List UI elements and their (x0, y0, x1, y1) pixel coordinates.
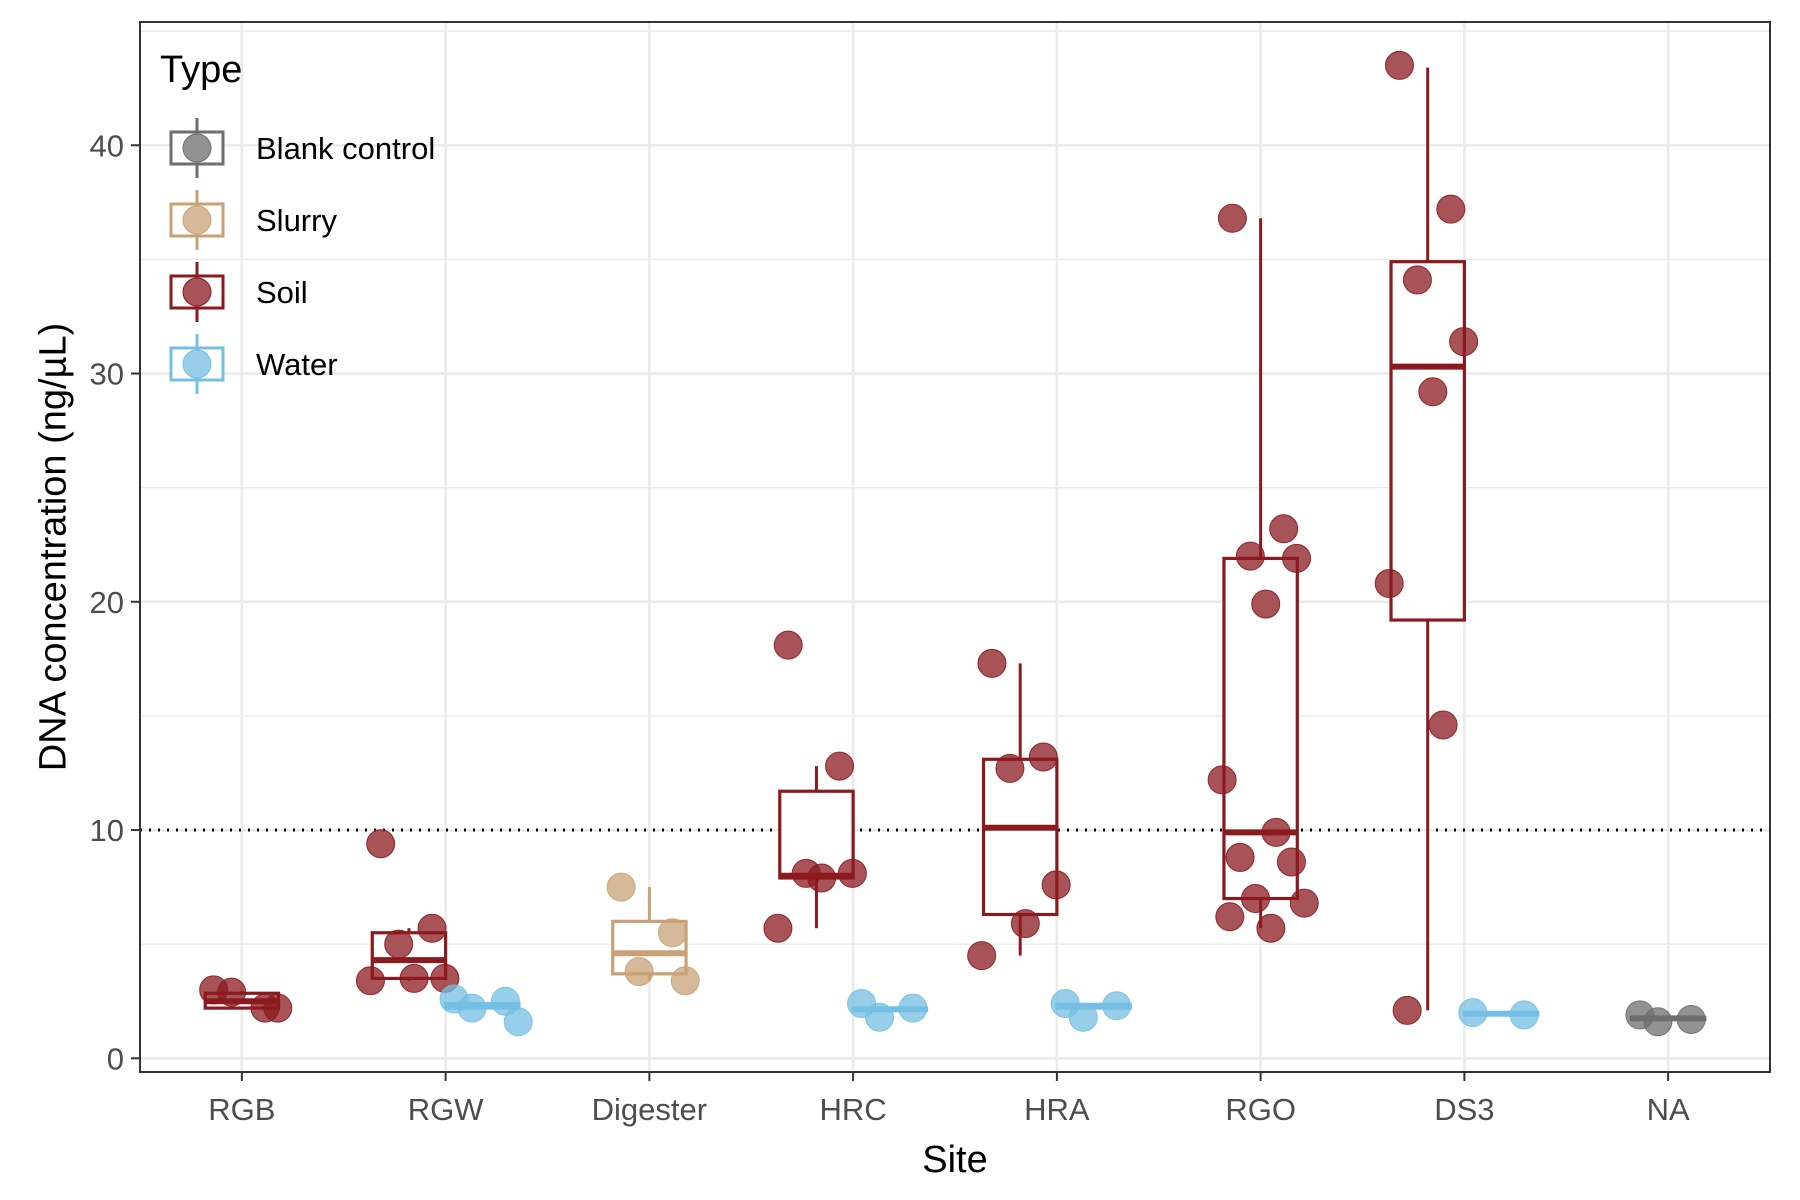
point-soil-ds3 (1418, 377, 1448, 407)
point-soil-rgb (217, 977, 247, 1007)
point-water-hrc (898, 993, 928, 1023)
point-soil-rgo (1261, 817, 1291, 847)
point-soil-rgo (1207, 765, 1237, 795)
point-soil-rgw (417, 913, 447, 943)
point-soil-ds3 (1374, 569, 1404, 599)
data-points (199, 50, 1706, 1037)
point-soil-hra (977, 648, 1007, 678)
y-axis: 0 10 20 30 40 (90, 128, 140, 1076)
point-soil-rgo (1269, 514, 1299, 544)
point-soil-rgo (1289, 888, 1319, 918)
point-soil-ds3 (1402, 265, 1432, 295)
legend: Type Blank control Slurry Soil Water (160, 49, 435, 394)
point-soil-ds3 (1449, 327, 1479, 357)
legend-item-water: Water (169, 334, 338, 394)
y-tick-label-0: 0 (107, 1041, 124, 1076)
point-soil-hrc (807, 863, 837, 893)
point-soil-hra (1010, 909, 1040, 939)
legend-key-point (182, 133, 212, 163)
point-water-rgw (503, 1007, 533, 1037)
point-water-ds3 (1458, 998, 1488, 1028)
point-soil-hra (1041, 870, 1071, 900)
point-soil-hrc (763, 913, 793, 943)
point-water-hra (1068, 1002, 1098, 1032)
y-tick-label-10: 10 (90, 813, 124, 848)
point-soil-ds3 (1384, 50, 1414, 80)
y-tick-label-30: 30 (90, 357, 124, 392)
legend-key-point (182, 349, 212, 379)
legend-item-soil: Soil (169, 262, 308, 322)
point-slurry-digester (670, 966, 700, 996)
point-soil-hrc (837, 858, 867, 888)
legend-item-slurry: Slurry (169, 190, 337, 250)
legend-label-blank-control: Blank control (256, 131, 435, 166)
point-soil-hra (995, 753, 1025, 783)
point-soil-rgw (366, 829, 396, 859)
point-soil-hra (967, 941, 997, 971)
x-tick-label-na: NA (1647, 1092, 1690, 1127)
y-axis-title: DNA concentration (ng/µL) (32, 323, 74, 772)
point-soil-rgo (1240, 884, 1270, 914)
point-soil-rgo (1256, 913, 1286, 943)
point-blank-control-na (1676, 1005, 1706, 1034)
box-soil-ds3 (1389, 67, 1466, 1011)
x-tick-label-hra: HRA (1024, 1092, 1090, 1127)
x-tick-label-rgo: RGO (1225, 1092, 1296, 1127)
point-soil-ds3 (1428, 710, 1458, 740)
point-soil-ds3 (1436, 194, 1466, 224)
x-tick-label-hrc: HRC (820, 1092, 887, 1127)
point-soil-rgw (384, 929, 414, 959)
legend-title: Type (160, 49, 242, 91)
point-soil-hrc (825, 751, 855, 781)
legend-label-slurry: Slurry (256, 203, 337, 238)
x-axis: RGB RGW Digester HRC HRA RGO DS3 NA (208, 1072, 1690, 1127)
point-water-hrc (865, 1002, 895, 1032)
point-water-ds3 (1509, 1000, 1539, 1030)
legend-label-soil: Soil (256, 275, 308, 310)
point-soil-rgb (263, 993, 293, 1023)
point-soil-rgw (399, 963, 429, 993)
y-tick-label-20: 20 (90, 585, 124, 620)
point-slurry-digester (606, 872, 636, 902)
x-tick-label-ds3: DS3 (1434, 1092, 1494, 1127)
x-tick-label-rgw: RGW (408, 1092, 485, 1127)
plot-panel-border (139, 21, 1771, 1073)
point-soil-hra (1028, 742, 1058, 772)
y-tick-label-40: 40 (90, 128, 124, 163)
point-soil-rgo (1282, 543, 1312, 573)
legend-key-point (182, 205, 212, 235)
point-soil-rgo (1215, 902, 1245, 932)
point-soil-rgo (1217, 203, 1247, 233)
point-water-hra (1102, 991, 1132, 1021)
x-tick-label-digester: Digester (592, 1092, 707, 1127)
point-soil-rgw (355, 966, 385, 996)
point-slurry-digester (624, 957, 654, 987)
legend-label-water: Water (256, 347, 338, 382)
point-soil-rgo (1225, 842, 1255, 872)
x-tick-label-rgb: RGB (208, 1092, 275, 1127)
point-soil-rgo (1251, 589, 1281, 619)
legend-key-point (182, 277, 212, 307)
point-soil-rgo (1235, 541, 1265, 571)
point-blank-control-na (1643, 1007, 1673, 1037)
point-slurry-digester (657, 918, 687, 948)
point-soil-rgo (1276, 847, 1306, 877)
point-water-rgw (457, 993, 487, 1023)
point-soil-hrc (773, 630, 803, 660)
x-axis-title: Site (922, 1139, 987, 1181)
point-soil-ds3 (1392, 995, 1422, 1025)
legend-item-blank-control: Blank control (169, 118, 435, 178)
box-body (1389, 260, 1466, 622)
